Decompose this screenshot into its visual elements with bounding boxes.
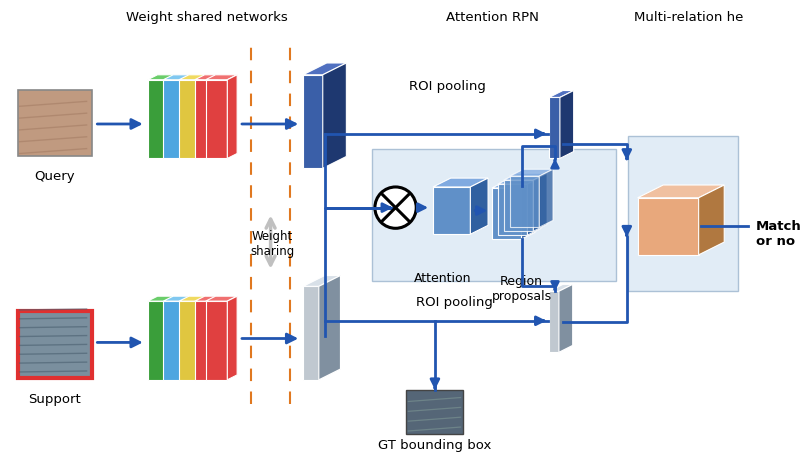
Polygon shape (559, 284, 573, 352)
Polygon shape (217, 296, 226, 380)
Polygon shape (303, 276, 340, 286)
Polygon shape (227, 75, 237, 158)
Polygon shape (638, 198, 699, 255)
Text: Multi-relation he: Multi-relation he (634, 10, 743, 24)
Polygon shape (498, 184, 528, 235)
Polygon shape (227, 296, 237, 380)
Polygon shape (549, 284, 573, 291)
FancyBboxPatch shape (628, 136, 738, 291)
Text: Match
or no: Match or no (755, 220, 802, 248)
Text: Weight shared networks: Weight shared networks (126, 10, 288, 24)
Polygon shape (303, 63, 347, 75)
Polygon shape (433, 178, 488, 187)
Polygon shape (319, 276, 340, 380)
Polygon shape (200, 75, 211, 158)
Polygon shape (206, 75, 237, 80)
Polygon shape (549, 91, 574, 97)
Polygon shape (163, 301, 185, 380)
Polygon shape (504, 173, 547, 180)
Polygon shape (533, 173, 547, 231)
Polygon shape (217, 75, 226, 158)
Text: ROI pooling: ROI pooling (416, 296, 493, 309)
Polygon shape (179, 296, 211, 301)
Polygon shape (169, 296, 179, 380)
Polygon shape (549, 291, 559, 352)
Polygon shape (303, 286, 319, 380)
Polygon shape (195, 296, 226, 301)
Text: Attention RPN: Attention RPN (445, 10, 538, 24)
Polygon shape (148, 80, 169, 158)
Polygon shape (195, 301, 217, 380)
Bar (406, 389, 464, 434)
Text: ROI pooling: ROI pooling (410, 80, 486, 93)
Polygon shape (179, 75, 211, 80)
Polygon shape (699, 185, 724, 255)
Polygon shape (560, 91, 574, 158)
Polygon shape (303, 75, 322, 168)
Polygon shape (492, 188, 521, 239)
Polygon shape (148, 75, 179, 80)
Polygon shape (163, 80, 185, 158)
Polygon shape (206, 80, 227, 158)
Bar (18, 90, 91, 157)
Polygon shape (148, 301, 169, 380)
Polygon shape (510, 176, 539, 228)
Polygon shape (195, 80, 217, 158)
Polygon shape (195, 75, 226, 80)
Polygon shape (492, 181, 535, 188)
Polygon shape (470, 178, 488, 234)
Text: Weight
sharing: Weight sharing (250, 230, 295, 258)
Polygon shape (504, 180, 533, 231)
Polygon shape (185, 296, 195, 380)
Text: Region
proposals: Region proposals (491, 274, 552, 303)
Polygon shape (200, 296, 211, 380)
Bar (18, 311, 91, 378)
Polygon shape (498, 177, 541, 184)
Polygon shape (163, 296, 195, 301)
Polygon shape (433, 187, 470, 234)
Polygon shape (528, 177, 541, 235)
Text: Query: Query (34, 170, 74, 183)
Text: Attention: Attention (414, 272, 472, 284)
Polygon shape (206, 301, 227, 380)
Polygon shape (179, 80, 200, 158)
Polygon shape (510, 169, 553, 176)
Circle shape (375, 187, 416, 228)
Polygon shape (185, 75, 195, 158)
Polygon shape (521, 181, 535, 239)
Text: Support: Support (27, 393, 81, 405)
Text: GT bounding box: GT bounding box (378, 439, 491, 452)
Polygon shape (539, 169, 553, 228)
Polygon shape (549, 97, 560, 158)
FancyBboxPatch shape (372, 149, 616, 282)
Polygon shape (638, 185, 724, 198)
Polygon shape (163, 75, 195, 80)
Polygon shape (169, 75, 179, 158)
Polygon shape (322, 63, 347, 168)
Polygon shape (148, 296, 179, 301)
Polygon shape (179, 301, 200, 380)
Polygon shape (206, 296, 237, 301)
